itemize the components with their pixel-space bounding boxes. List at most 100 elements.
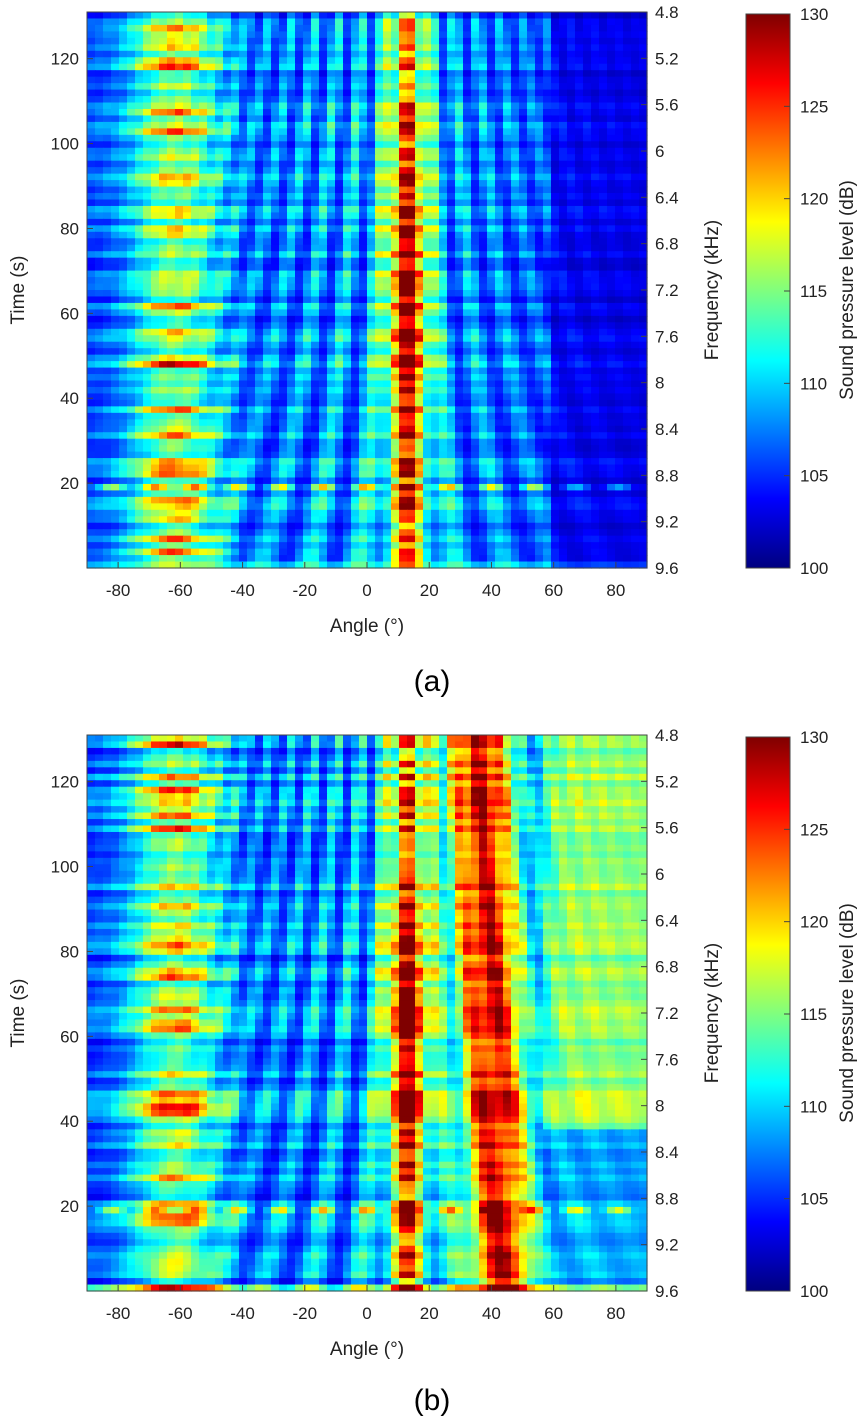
heatmap-cell [263,154,272,162]
heatmap-cell [255,458,264,466]
heatmap-cell [511,63,520,71]
heatmap-cell [535,412,544,420]
heatmap-cell [431,367,440,375]
heatmap-cell [407,57,416,65]
heatmap-cell [407,341,416,349]
heatmap-cell [415,186,424,194]
heatmap-cell [231,147,240,155]
heatmap-cell [103,277,112,285]
heatmap-cell [527,264,536,272]
heatmap-cell [495,399,504,407]
heatmap-cell [423,50,432,58]
heatmap-a [87,12,648,569]
heatmap-cell [295,44,304,52]
heatmap-cell [343,173,352,181]
heatmap-cell [567,399,576,407]
heatmap-cell [519,380,528,388]
heatmap-cell [95,205,104,214]
heatmap-cell [359,419,368,427]
heatmap-cell [383,386,392,395]
heatmap-cell [463,393,472,401]
heatmap-cell [199,412,208,420]
heatmap-cell [295,393,304,401]
heatmap-cell [375,322,384,330]
heatmap-cell [183,225,192,233]
heatmap-cell [287,393,296,401]
heatmap-cell [431,386,440,395]
heatmap-cell [279,173,288,181]
heatmap-cell [503,380,512,388]
heatmap-cell [607,180,616,188]
heatmap-cell [447,277,456,285]
heatmap-cell [407,335,416,343]
heatmap-cell [343,399,352,407]
heatmap-cell [527,24,536,32]
heatmap-cell [423,438,432,446]
heatmap-cell [231,134,240,142]
heatmap-cell [319,296,328,304]
heatmap-cell [303,425,312,433]
heatmap-cell [87,445,96,453]
heatmap-cell [399,24,408,32]
heatmap-cell [495,296,504,304]
heatmap-cell [103,283,112,291]
heatmap-cell [599,399,608,407]
heatmap-cell [415,374,424,382]
heatmap-cell [383,432,392,440]
heatmap-cell [511,37,520,45]
heatmap-cell [575,186,584,194]
heatmap-cell [303,451,312,459]
heatmap-cell [535,141,544,149]
heatmap-cell [223,76,232,84]
heatmap-cell [143,180,152,188]
heatmap-cell [439,302,448,310]
heatmap-cell [135,212,144,220]
heatmap-cell [503,173,512,181]
heatmap-cell [207,31,216,39]
heatmap-cell [383,412,392,420]
heatmap-cell [215,115,224,123]
heatmap-cell [639,445,648,453]
heatmap-cell [527,180,536,188]
heatmap-cell [191,399,200,407]
heatmap-cell [119,141,128,149]
heatmap-cell [95,167,104,175]
heatmap-cell [295,425,304,433]
heatmap-cell [247,160,256,168]
heatmap-cell [367,406,376,414]
heatmap-cell [231,264,240,272]
heatmap-cell [551,432,560,440]
heatmap-cell [423,205,432,214]
heatmap-cell [359,380,368,388]
heatmap-cell [399,277,408,285]
heatmap-cell [311,212,320,220]
heatmap-cell [639,50,648,58]
heatmap-cell [391,354,400,362]
heatmap-cell [447,231,456,239]
heatmap-cell [367,328,376,336]
heatmap-cell [383,128,392,136]
heatmap-cell [399,44,408,52]
heatmap-cell [151,154,160,162]
heatmap-cell [407,12,416,20]
heatmap-cell [439,315,448,323]
heatmap-cell [135,205,144,214]
heatmap-cell [303,193,312,201]
heatmap-cell [399,451,408,459]
heatmap-cell [271,412,280,420]
heatmap-cell [167,96,176,104]
heatmap-cell [127,18,136,26]
heatmap-cell [479,367,488,375]
heatmap-cell [455,302,464,310]
heatmap-cell [87,238,96,246]
heatmap-cell [503,290,512,298]
heatmap-cell [239,406,248,414]
heatmap-cell [175,283,184,291]
heatmap-cell [487,290,496,298]
heatmap-cell [463,277,472,285]
heatmap-cell [183,341,192,349]
heatmap-cell [407,374,416,382]
heatmap-cell [623,380,632,388]
heatmap-cell [103,108,112,117]
heatmap-cell [599,296,608,304]
